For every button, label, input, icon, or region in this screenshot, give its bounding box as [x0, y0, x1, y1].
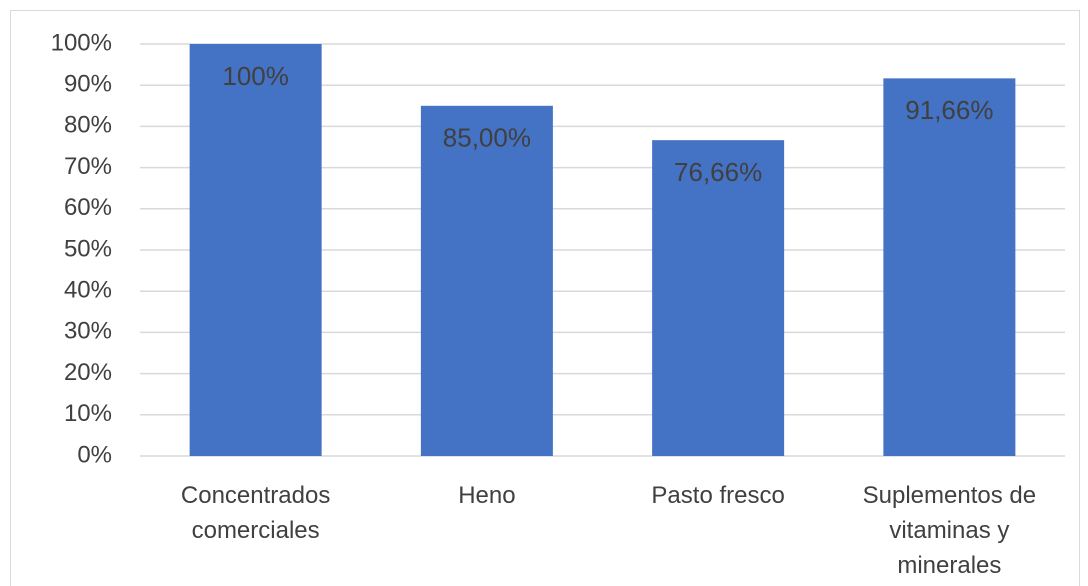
y-tick-label: 30%: [64, 318, 112, 345]
y-tick-label: 80%: [64, 112, 112, 139]
y-tick-label: 90%: [64, 71, 112, 98]
y-tick-label: 0%: [77, 441, 112, 468]
x-tick-label: Suplementos de vitaminas y minerales: [862, 482, 1037, 579]
x-tick-label: Heno: [458, 482, 516, 509]
bar: [420, 105, 553, 457]
bar: [652, 140, 785, 456]
data-label: 85,00%: [443, 123, 531, 153]
data-label: 91,66%: [905, 95, 993, 125]
chart-border: [10, 10, 1080, 586]
data-label: 76,66%: [674, 157, 762, 187]
y-tick-label: 60%: [64, 194, 112, 221]
y-tick-label: 40%: [64, 277, 112, 304]
bar: [189, 44, 322, 456]
x-tick-label: Pasto fresco: [651, 482, 785, 509]
y-tick-label: 10%: [64, 400, 112, 427]
x-tick-label: Concentrados comerciales: [180, 482, 331, 544]
y-tick-label: 20%: [64, 359, 112, 386]
y-tick-label: 70%: [64, 153, 112, 180]
data-label: 100%: [222, 61, 289, 91]
y-tick-label: 50%: [64, 235, 112, 262]
bar: [883, 78, 1016, 456]
y-tick-label: 100%: [51, 29, 112, 56]
